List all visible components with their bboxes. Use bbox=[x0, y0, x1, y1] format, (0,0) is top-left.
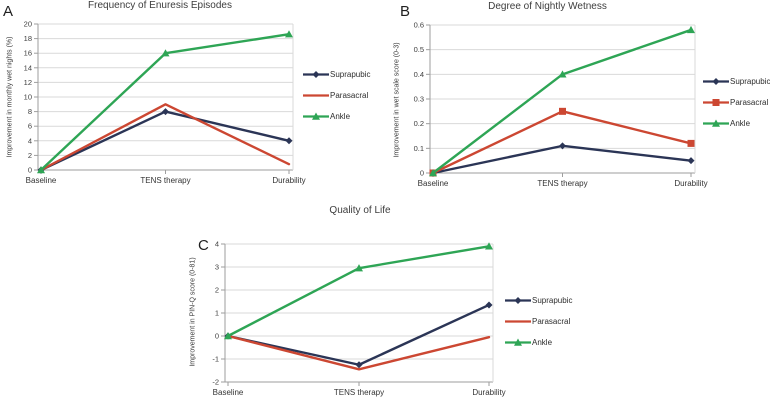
legend-item-parasacral: Parasacral bbox=[303, 91, 370, 100]
svg-text:-2: -2 bbox=[212, 378, 219, 387]
svg-text:0.1: 0.1 bbox=[414, 144, 424, 153]
svg-text:Durability: Durability bbox=[674, 179, 707, 188]
legend-item-suprapubic: Suprapubic bbox=[505, 296, 572, 305]
svg-text:6: 6 bbox=[28, 122, 32, 131]
legend-item-ankle: Ankle bbox=[703, 119, 770, 128]
legend-item-parasacral: Parasacral bbox=[703, 98, 770, 107]
panel-letter-c: C bbox=[198, 237, 209, 254]
svg-text:Baseline: Baseline bbox=[26, 176, 57, 185]
svg-text:0.5: 0.5 bbox=[414, 45, 424, 54]
svg-text:TENS therapy: TENS therapy bbox=[140, 176, 190, 185]
panel-letter-b: B bbox=[400, 3, 411, 20]
chart-panel-b: B Degree of Nightly Wetness Improvement … bbox=[385, 0, 770, 200]
svg-text:20: 20 bbox=[24, 20, 32, 29]
chart-title-c: Quality of Life bbox=[329, 205, 391, 216]
panel-letter-a: A bbox=[3, 3, 14, 20]
chart-title-b: Degree of Nightly Wetness bbox=[488, 1, 607, 12]
legend-swatch-ankle bbox=[505, 338, 531, 346]
svg-text:0: 0 bbox=[28, 166, 32, 175]
svg-text:16: 16 bbox=[24, 49, 32, 58]
legend-label: Parasacral bbox=[330, 90, 369, 100]
svg-text:0: 0 bbox=[215, 332, 219, 341]
svg-text:12: 12 bbox=[24, 78, 32, 87]
legend-label: Parasacral bbox=[730, 97, 769, 107]
svg-text:3: 3 bbox=[215, 263, 219, 272]
legend-item-ankle: Ankle bbox=[505, 338, 572, 347]
legend-swatch-suprapubic bbox=[505, 297, 531, 304]
svg-text:0.6: 0.6 bbox=[414, 21, 424, 30]
svg-text:-1: -1 bbox=[212, 355, 219, 364]
chart-panel-a: A Frequency of Enuresis Episodes Improve… bbox=[0, 0, 385, 200]
svg-text:4: 4 bbox=[28, 136, 32, 145]
svg-text:2: 2 bbox=[28, 151, 32, 160]
line-chart-a: 0 2 4 6 8 10 12 14 16 18 20 Baseline TENS therapy Dur… bbox=[24, 20, 306, 186]
legend-label: Suprapubic bbox=[532, 295, 573, 305]
svg-text:TENS therapy: TENS therapy bbox=[537, 179, 587, 188]
legend-swatch-parasacral bbox=[303, 94, 329, 97]
legend-item-suprapubic: Suprapubic bbox=[703, 77, 770, 86]
svg-text:Durability: Durability bbox=[472, 388, 505, 397]
legend-label: Parasacral bbox=[532, 316, 571, 326]
line-chart-b: 0 0.1 0.2 0.3 0.4 0.5 0.6 Baseline TENS therapy D… bbox=[414, 21, 708, 189]
legend-item-ankle: Ankle bbox=[303, 112, 370, 121]
legend-item-parasacral: Parasacral bbox=[505, 317, 572, 326]
svg-text:0: 0 bbox=[420, 169, 424, 178]
legend-label: Ankle bbox=[730, 118, 751, 128]
svg-text:2: 2 bbox=[215, 286, 219, 295]
svg-text:Durability: Durability bbox=[272, 176, 305, 185]
legend-label: Suprapubic bbox=[730, 76, 770, 86]
chart-title-a: Frequency of Enuresis Episodes bbox=[88, 0, 232, 11]
legend-label: Suprapubic bbox=[330, 69, 371, 79]
legend-swatch-ankle bbox=[303, 112, 329, 120]
legend-swatch-ankle bbox=[703, 119, 729, 127]
legend-swatch-parasacral bbox=[505, 320, 531, 323]
svg-text:14: 14 bbox=[24, 63, 32, 72]
legend-swatch-suprapubic bbox=[303, 71, 329, 78]
svg-text:TENS therapy: TENS therapy bbox=[334, 388, 384, 397]
legend-swatch-suprapubic bbox=[703, 78, 729, 85]
svg-text:0.2: 0.2 bbox=[414, 119, 424, 128]
line-chart-c: -2 -1 0 1 2 3 4 Baseline TENS therapy Durability bbox=[212, 240, 505, 398]
svg-text:10: 10 bbox=[24, 93, 32, 102]
legend-b: Suprapubic Parasacral Ankle bbox=[703, 77, 770, 128]
svg-text:8: 8 bbox=[28, 107, 32, 116]
svg-text:Baseline: Baseline bbox=[213, 388, 244, 397]
svg-text:18: 18 bbox=[24, 34, 32, 43]
svg-text:4: 4 bbox=[215, 240, 219, 249]
svg-text:0.4: 0.4 bbox=[414, 70, 424, 79]
legend-label: Ankle bbox=[330, 111, 351, 121]
legend-c: Suprapubic Parasacral Ankle bbox=[505, 296, 572, 347]
svg-text:1: 1 bbox=[215, 309, 219, 318]
legend-item-suprapubic: Suprapubic bbox=[303, 70, 370, 79]
legend-label: Ankle bbox=[532, 337, 553, 347]
svg-text:Baseline: Baseline bbox=[418, 179, 449, 188]
chart-panel-c: C Quality of Life Improvement in PIN-Q s… bbox=[180, 200, 610, 407]
legend-a: Suprapubic Parasacral Ankle bbox=[303, 70, 370, 121]
legend-swatch-parasacral bbox=[703, 99, 729, 106]
svg-text:0.3: 0.3 bbox=[414, 95, 424, 104]
